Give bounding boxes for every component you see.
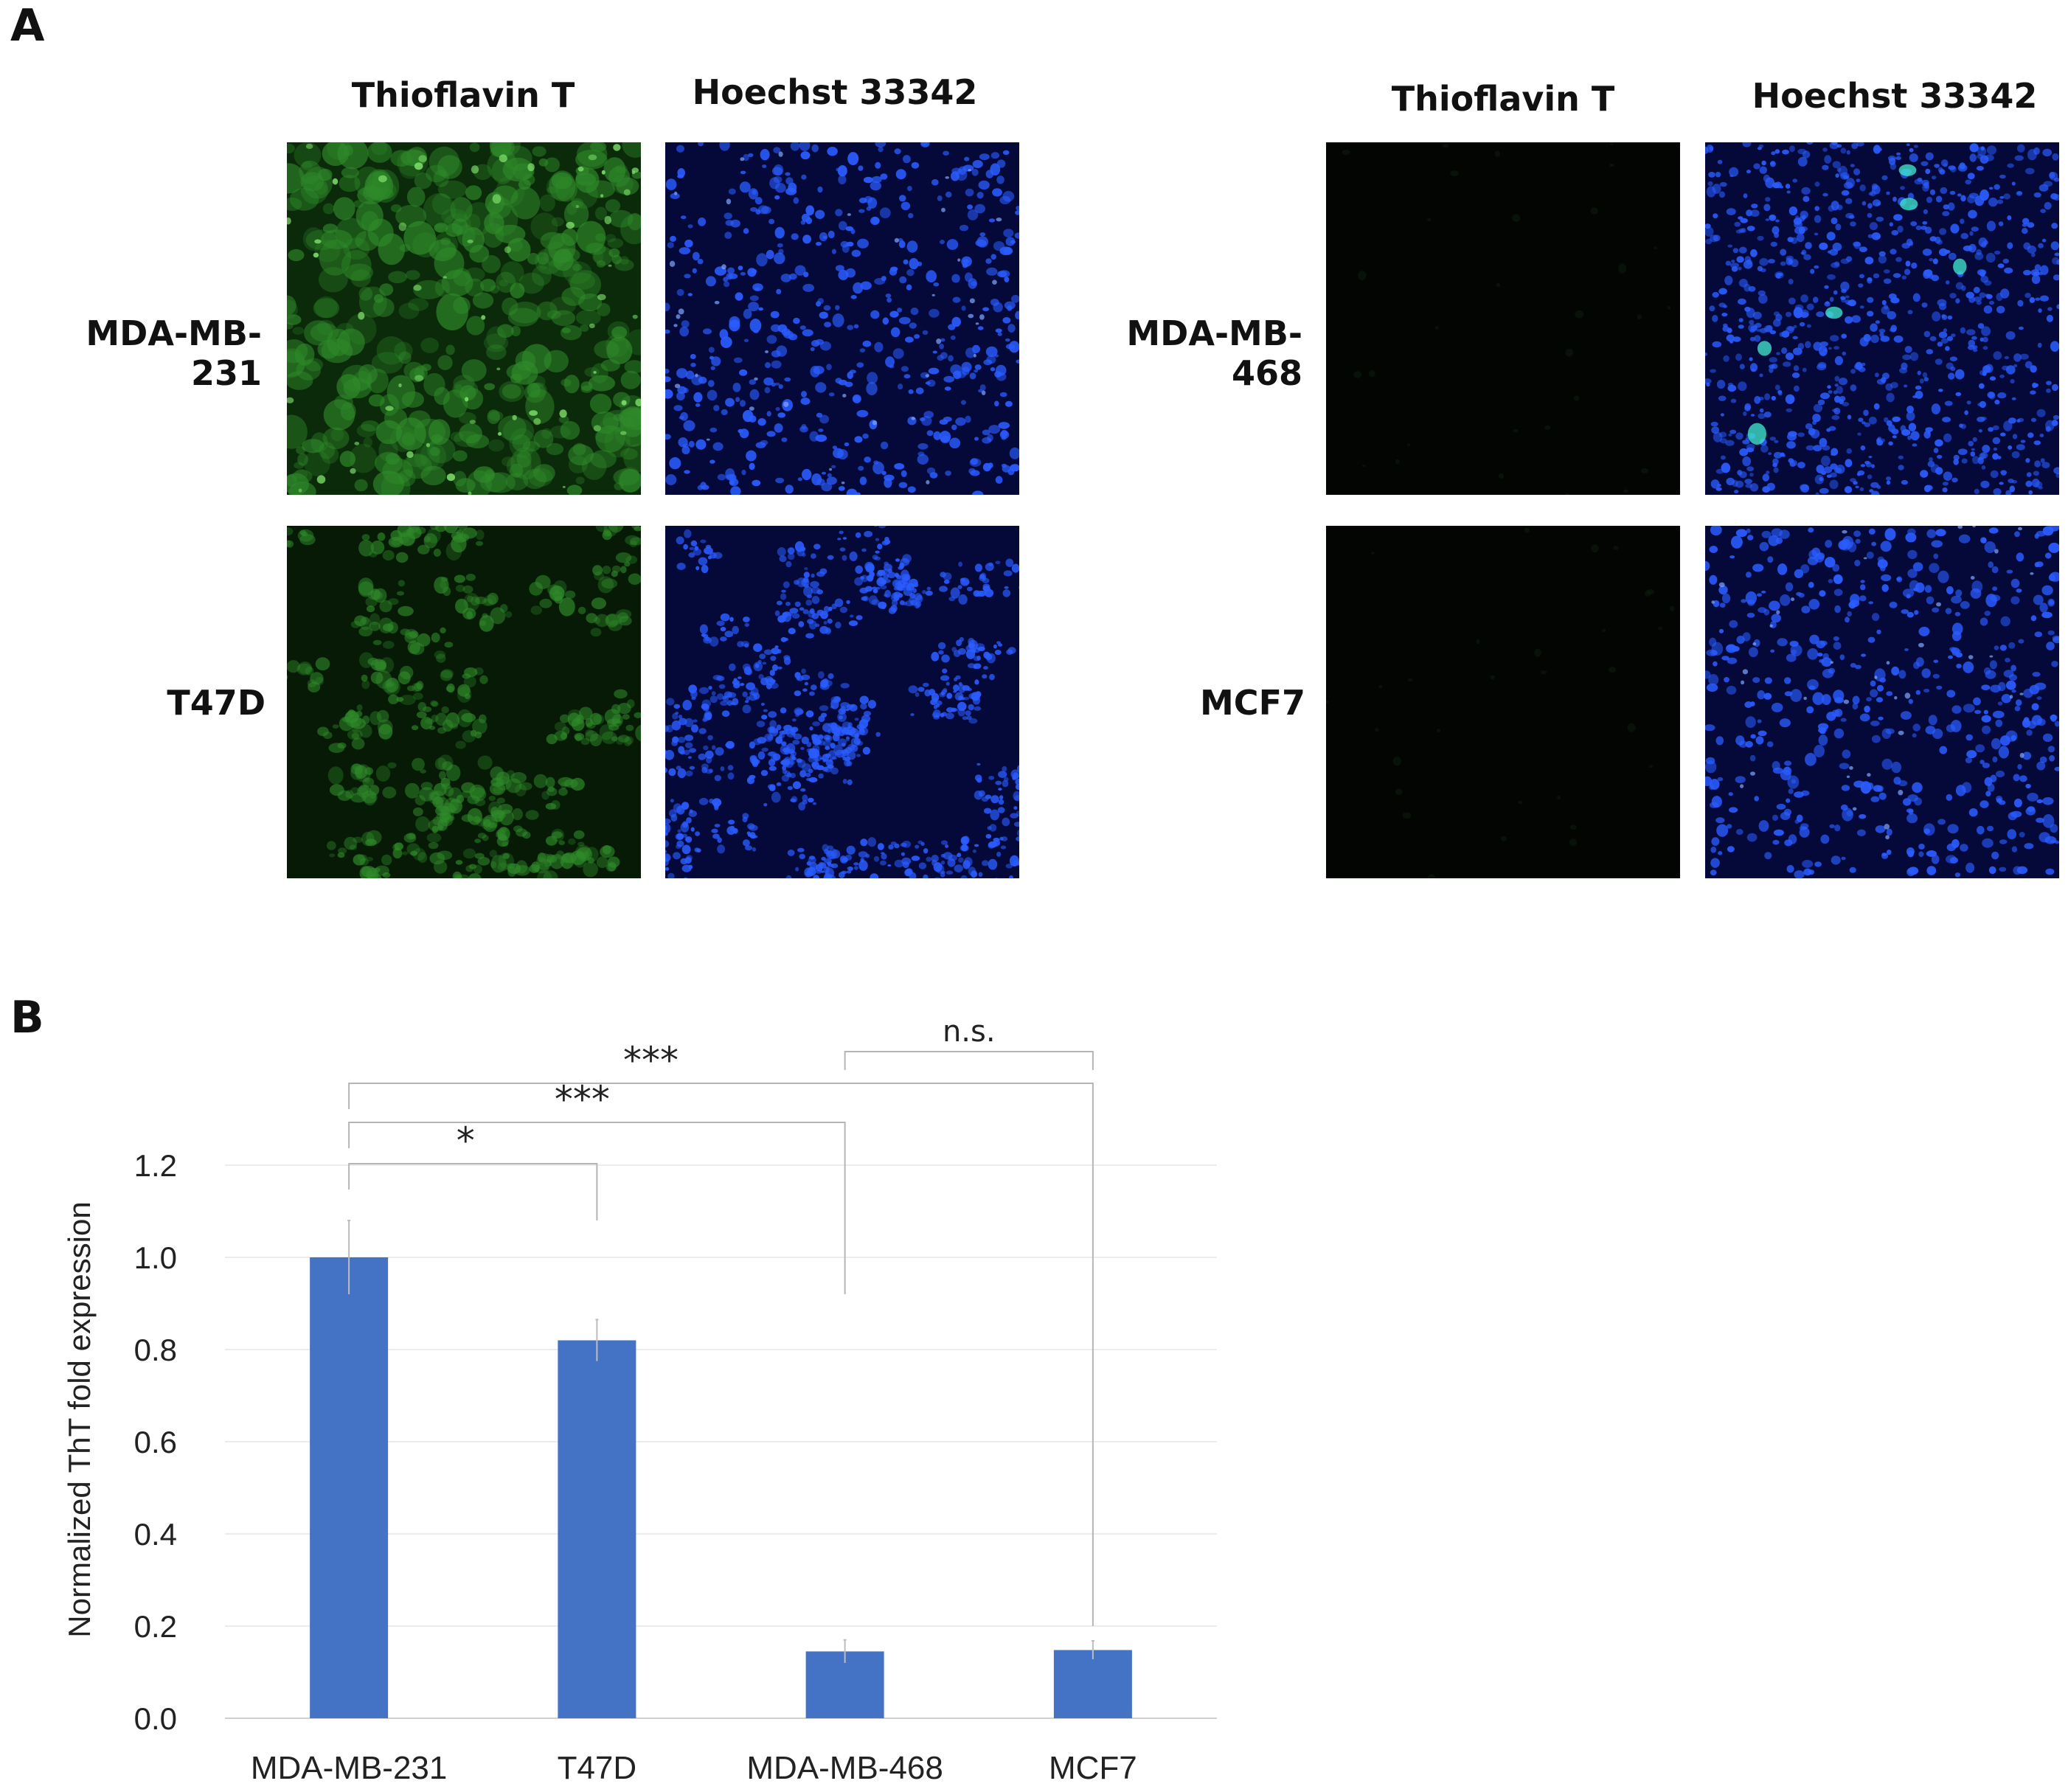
x-tick-label: T47D (558, 1750, 637, 1786)
micrograph-texture (1705, 142, 2059, 495)
significance-bracket (844, 1051, 1094, 1070)
micrograph-mcf7-hoechst (1705, 526, 2059, 878)
panel-a-letter: A (10, 0, 45, 52)
micrograph-texture (665, 526, 1019, 878)
row-label-mda-mb-231: MDA-MB-231 (86, 313, 262, 393)
significance-label: * (457, 1119, 475, 1162)
row-label-t47d: T47D (167, 683, 266, 723)
y-axis-title: Normalized ThT fold expression (62, 1201, 97, 1637)
significance-label: *** (623, 1039, 679, 1082)
x-tick-label: MCF7 (1049, 1750, 1137, 1786)
micrograph-mda-mb-231-tht (287, 142, 641, 495)
col-header-tht-left: Thioflavin T (351, 75, 575, 115)
micrograph-t47d-tht (287, 526, 641, 878)
micrograph-texture (1326, 526, 1680, 878)
micrograph-mda-mb-468-hoechst (1705, 142, 2059, 495)
y-tick-label: 0.6 (134, 1425, 177, 1459)
significance-bracket (348, 1122, 846, 1294)
micrograph-texture (665, 142, 1019, 495)
y-tick-label: 0.4 (134, 1517, 177, 1552)
col-header-tht-right: Thioflavin T (1391, 79, 1615, 119)
significance-bracket (348, 1083, 1094, 1626)
micrograph-texture (287, 142, 641, 495)
micrograph-t47d-hoechst (665, 526, 1019, 878)
col-header-hoechst-right: Hoechst 33342 (1752, 76, 2038, 116)
row-label-mcf7: MCF7 (1200, 683, 1305, 723)
significance-label: *** (555, 1078, 610, 1121)
bar-t47d (558, 1340, 636, 1718)
y-tick-label: 0.2 (134, 1609, 177, 1644)
row-label-mda-mb-468: MDA-MB-468 (1126, 313, 1302, 393)
x-tick-label: MDA-MB-231 (251, 1750, 448, 1786)
x-tick-label: MDA-MB-468 (746, 1750, 943, 1786)
col-header-hoechst-left: Hoechst 33342 (692, 72, 978, 112)
micrograph-texture (1326, 142, 1680, 495)
micrograph-mda-mb-468-tht (1326, 142, 1680, 495)
y-tick-label: 1.2 (134, 1148, 177, 1183)
y-tick-label: 1.0 (134, 1240, 177, 1275)
panel-b-letter: B (10, 992, 44, 1043)
bar-mcf7 (1053, 1650, 1132, 1718)
bar-mda-mb-231 (310, 1257, 389, 1718)
micrograph-texture (1705, 526, 2059, 878)
micrograph-mcf7-tht (1326, 526, 1680, 878)
micrograph-mda-mb-231-hoechst (665, 142, 1019, 495)
bar-chart: 0.0 0.2 0.4 0.6 0.8 1.0 1.2 Normalized ThT fold… (62, 1015, 1217, 1786)
significance-bracket (348, 1163, 598, 1220)
y-tick-label: 0.0 (134, 1701, 177, 1736)
y-tick-label: 0.8 (134, 1333, 177, 1367)
micrograph-texture (287, 526, 641, 878)
significance-label: n.s. (943, 1015, 996, 1049)
